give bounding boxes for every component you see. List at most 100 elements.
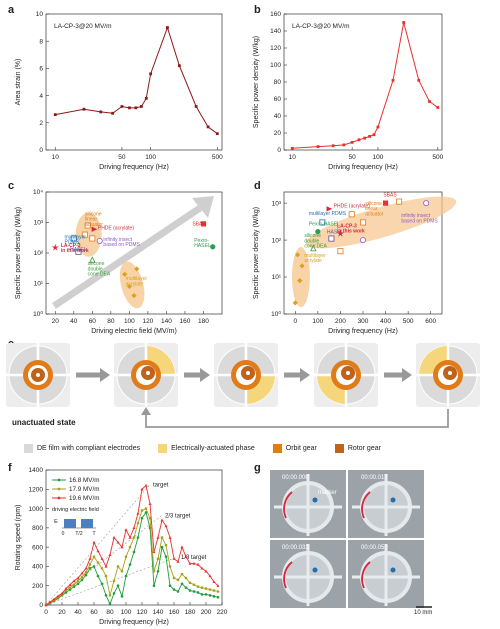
- chart-d-point: [319, 219, 326, 226]
- chart-c-ytick-label: 10²: [34, 250, 44, 257]
- chart-d-point: [337, 248, 344, 255]
- panel-label-g: g: [254, 462, 261, 474]
- chart-a-point: [149, 72, 153, 76]
- chart-f-ytick-label: 400: [32, 564, 43, 571]
- chart-f-point: [100, 567, 104, 570]
- chart-f-ytick-label: 1000: [29, 506, 44, 513]
- chart-f-point: [176, 590, 180, 593]
- chart-c-label: multilayer PDMS: [65, 234, 87, 245]
- chart-a-point: [144, 96, 148, 100]
- chart-f-point: [100, 582, 104, 586]
- chart-f-target-label: target: [153, 482, 169, 488]
- chart-f-point: [152, 570, 156, 573]
- chart-d-ytick-label: 10²: [272, 237, 282, 244]
- chart-c-xtick-label: 120: [142, 318, 153, 325]
- chart-f-point: [112, 579, 116, 583]
- chart-f-point: [164, 544, 168, 547]
- unit-2-rotor-hub: [146, 371, 150, 375]
- chart-c-label: Pexro-HASEL: [194, 238, 211, 249]
- chart-c-point: [89, 235, 96, 242]
- chart-d-point: [299, 263, 305, 269]
- photo-4-rotation-arrow: [361, 561, 371, 589]
- chart-b-xtick-label: 100: [373, 154, 384, 161]
- chart-f-point: [152, 550, 156, 554]
- chart-f-point: [80, 575, 84, 579]
- chart-d-label: LA-CP-3 in this work: [337, 223, 365, 234]
- chart-f-point: [216, 595, 220, 599]
- chart-b-ytick-label: 20: [274, 130, 282, 137]
- chart-c-xtick-label: 160: [180, 318, 191, 325]
- panel-label-b: b: [254, 4, 261, 16]
- chart-f-point: [92, 565, 96, 568]
- chart-f-point: [160, 545, 164, 549]
- chart-f-legend-label: 17.9 MV/m: [69, 486, 99, 493]
- panel-g-photos: 00:00.000 00:00.017 00:00.033 00:00.050 …: [262, 468, 494, 618]
- chart-f-point: [128, 545, 132, 549]
- chart-f-xtick-label: 60: [90, 609, 98, 616]
- chart-b-ytick-label: 120: [270, 45, 281, 52]
- chart-b-annotation: LA-CP-3@20 MV/m: [292, 23, 350, 30]
- chart-c-point: [122, 271, 128, 277]
- chart-f-point: [68, 588, 72, 591]
- chart-b-point: [342, 143, 346, 147]
- legend-swatch-orbit: [272, 444, 282, 453]
- chart-f-ytick-label: 200: [32, 583, 43, 590]
- chart-f-xtick-label: 0: [44, 609, 48, 616]
- chart-f-point: [196, 562, 200, 566]
- chart-f-xlabel: Driving frequency (Hz): [99, 619, 169, 626]
- chart-c-label-line: LA-CP-3: [61, 243, 81, 249]
- chart-b-point: [417, 78, 421, 82]
- chart-f-legend-marker: [57, 496, 61, 500]
- chart-a-ytick-label: 0: [39, 147, 43, 154]
- chart-c-point: [81, 231, 88, 238]
- timestamp-3: 00:00.033: [282, 545, 309, 551]
- panel-label-f: f: [8, 462, 12, 474]
- chart-d-point: [328, 235, 335, 242]
- chart-d-label-line: actuator: [365, 211, 383, 217]
- marker-label: marker: [318, 490, 337, 496]
- chart-f-point: [132, 536, 136, 539]
- chart-f-point: [176, 578, 180, 582]
- chart-c-point: [210, 244, 216, 250]
- panel-label-d: d: [254, 180, 261, 192]
- chart-b-ylabel: Specific power density (W/kg): [253, 36, 260, 128]
- legend-swatch-de-film: [24, 444, 33, 453]
- chart-f-inset-pulse: [64, 519, 76, 528]
- chart-f-point: [64, 591, 68, 594]
- panel-label-a: a: [8, 4, 15, 16]
- chart-d-point: [359, 219, 366, 226]
- chart-f-legend-label: 16.8 MV/m: [69, 477, 99, 484]
- chart-f-target-line: [45, 484, 151, 606]
- chart-f-xtick-label: 20: [58, 609, 66, 616]
- chart-f-point: [192, 561, 196, 565]
- chart-f-ytick-label: 800: [32, 525, 43, 532]
- chart-b-point: [331, 144, 335, 148]
- chart-a-xtick-label: 500: [212, 154, 223, 161]
- chart-f-ylabel: Rotating speed (rpm): [15, 505, 22, 571]
- chart-f-point: [100, 557, 104, 560]
- legend-de-film-label: DE film with compliant electrodes: [37, 445, 141, 452]
- chart-c-label: SBAS: [192, 221, 206, 227]
- chart-c-label: silicone linear actuator: [85, 211, 103, 228]
- return-arrow-head: [141, 407, 151, 415]
- chart-d-point: [326, 206, 333, 212]
- chart-c-xtick-label: 140: [161, 318, 172, 325]
- chart-a-ytick-label: 8: [39, 38, 43, 45]
- chart-c-ytick-label: 10⁴: [33, 189, 43, 196]
- photo-3-marker-dot: [312, 567, 318, 573]
- chart-f-point: [200, 566, 204, 570]
- chart-f-point: [120, 595, 124, 598]
- chart-d-label-line: silicone: [365, 201, 382, 207]
- unit-4-rotor-hub: [346, 371, 350, 375]
- chart-a-point: [99, 110, 103, 114]
- chart-d-label-line: linear: [365, 206, 378, 212]
- chart-f-point: [76, 576, 80, 580]
- chart-d-label: Pexro-HASEL: [309, 221, 340, 227]
- chart-f-point: [84, 566, 88, 570]
- chart-f-point: [76, 579, 80, 583]
- chart-f-point: [96, 561, 100, 564]
- chart-f-point: [48, 600, 52, 604]
- chart-f-inset-tick: T/2: [75, 531, 82, 537]
- chart-a-frame: [45, 13, 223, 151]
- chart-c-label: multilayer acrylate: [126, 276, 148, 287]
